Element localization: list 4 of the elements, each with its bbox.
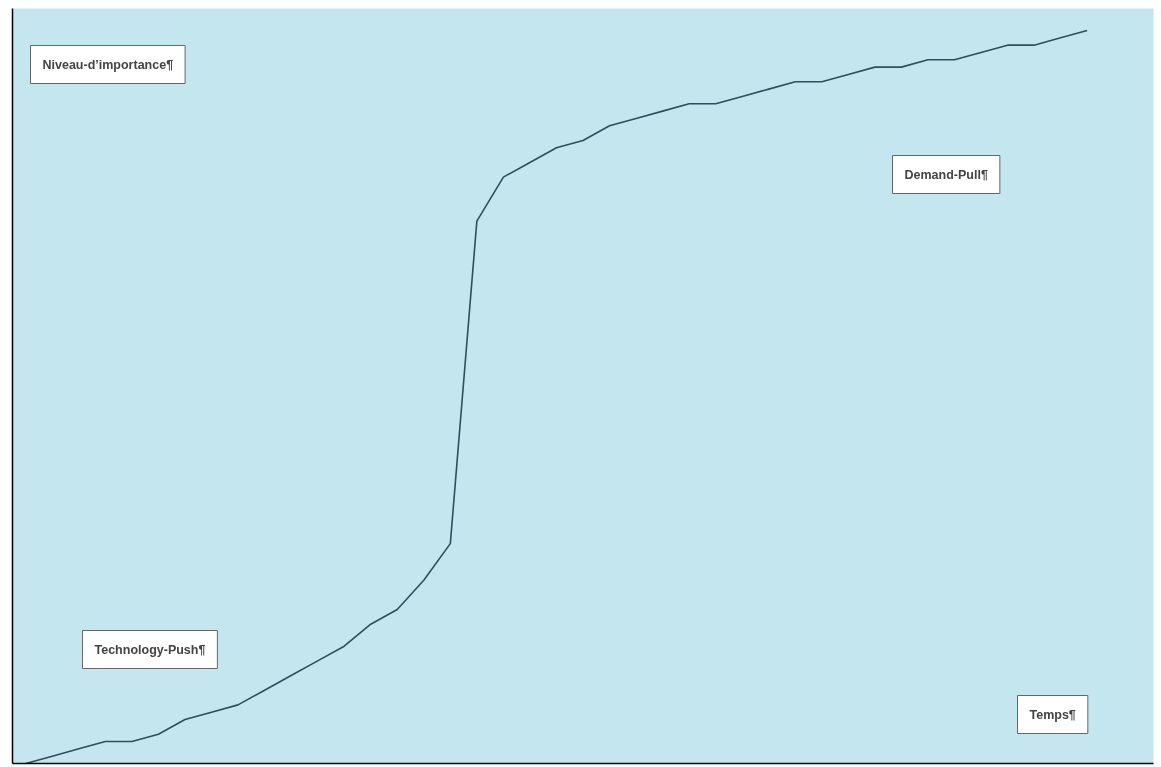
annotation: Technology-Push¶ [94,642,206,657]
x-axis-title: Temps¶ [1029,707,1076,722]
y-axis-title: Niveau-d’importance¶ [42,57,174,72]
annotation: Demand-Pull¶ [904,167,988,182]
